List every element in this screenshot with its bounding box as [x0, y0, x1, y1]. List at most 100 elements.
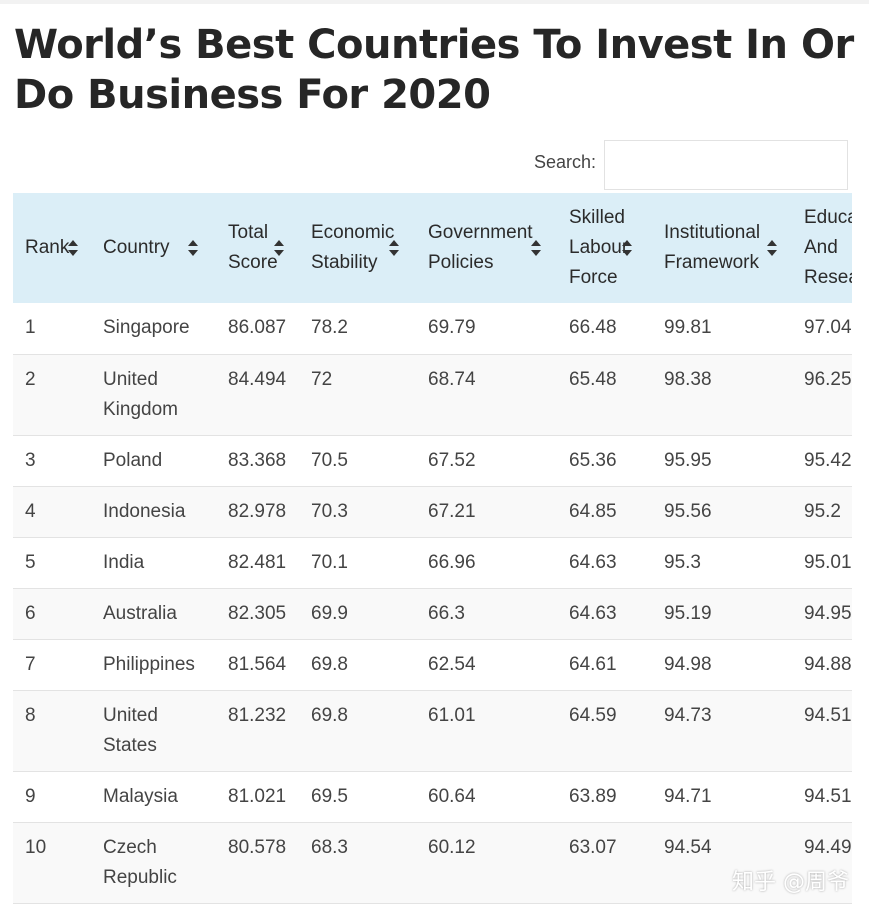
cell-empty	[416, 903, 557, 916]
watermark: 知乎 @周爷	[732, 870, 849, 895]
column-header-label: Institutional Framework	[664, 222, 761, 273]
cell-total-score: 81.021	[216, 771, 299, 823]
cell-institutional-framework: 94.98	[652, 639, 792, 691]
cell-economic-stability: 78.2	[299, 303, 416, 355]
cell-skilled-labour-force: 65.48	[557, 354, 652, 436]
cell-country: Malaysia	[91, 771, 216, 823]
table-scroll-container[interactable]: Rank Country Total Score Economic Stability…	[13, 193, 852, 916]
cell-institutional-framework: 99.81	[652, 303, 792, 355]
cell-rank: 8	[13, 690, 91, 772]
cell-economic-stability: 70.3	[299, 486, 416, 538]
column-header-government-policies[interactable]: Government Policies	[416, 193, 557, 303]
cell-skilled-labour-force: 63.89	[557, 771, 652, 823]
cell-total-score: 80.578	[216, 822, 299, 904]
cell-empty	[91, 903, 216, 916]
cell-education-and-research: 94.95	[792, 588, 852, 640]
cell-skilled-labour-force: 64.59	[557, 690, 652, 772]
cell-empty	[216, 903, 299, 916]
sort-icon[interactable]	[767, 240, 777, 256]
cell-empty	[557, 903, 652, 916]
sort-icon[interactable]	[188, 240, 198, 256]
cell-government-policies: 67.21	[416, 486, 557, 538]
cell-institutional-framework: 95.95	[652, 435, 792, 487]
cell-economic-stability: 69.5	[299, 771, 416, 823]
cell-economic-stability: 69.9	[299, 588, 416, 640]
cell-institutional-framework: 95.3	[652, 537, 792, 589]
column-header-institutional-framework[interactable]: Institutional Framework	[652, 193, 792, 303]
search-label: Search:	[534, 152, 597, 172]
column-header-rank[interactable]: Rank	[13, 193, 91, 303]
cell-country: India	[91, 537, 216, 589]
cell-economic-stability: 69.8	[299, 690, 416, 772]
cell-economic-stability: 70.1	[299, 537, 416, 589]
table-row: 1 Singapore 86.087 78.2 69.79 66.48 99.81 97.04	[13, 303, 852, 355]
cell-country: Philippines	[91, 639, 216, 691]
cell-total-score: 83.368	[216, 435, 299, 487]
column-header-skilled-labour-force[interactable]: Skilled Labour Force	[557, 193, 652, 303]
cell-total-score: 82.481	[216, 537, 299, 589]
search-input[interactable]	[604, 140, 848, 190]
cell-empty	[792, 903, 852, 916]
table-row: 9 Malaysia 81.021 69.5 60.64 63.89 94.71 94.51	[13, 771, 852, 823]
sort-icon[interactable]	[68, 240, 78, 256]
sort-icon[interactable]	[531, 240, 541, 256]
cell-economic-stability: 72	[299, 354, 416, 436]
table-row-partial	[13, 903, 852, 916]
cell-total-score: 82.978	[216, 486, 299, 538]
cell-total-score: 82.305	[216, 588, 299, 640]
table-row: 8 United States 81.232 69.8 61.01 64.59 94.73 9…	[13, 690, 852, 772]
cell-government-policies: 66.96	[416, 537, 557, 589]
cell-rank: 6	[13, 588, 91, 640]
column-header-country[interactable]: Country	[91, 193, 216, 303]
cell-rank: 1	[13, 303, 91, 355]
table-row: 4 Indonesia 82.978 70.3 67.21 64.85 95.56 95.2	[13, 486, 852, 538]
cell-institutional-framework: 94.73	[652, 690, 792, 772]
ranking-table: Rank Country Total Score Economic Stability…	[13, 193, 852, 916]
cell-rank: 7	[13, 639, 91, 691]
cell-total-score: 86.087	[216, 303, 299, 355]
column-header-label: Rank	[25, 237, 70, 258]
cell-country: United Kingdom	[91, 354, 216, 436]
column-header-economic-stability[interactable]: Economic Stability	[299, 193, 416, 303]
cell-government-policies: 66.3	[416, 588, 557, 640]
cell-rank: 9	[13, 771, 91, 823]
cell-institutional-framework: 94.71	[652, 771, 792, 823]
cell-government-policies: 68.74	[416, 354, 557, 436]
cell-skilled-labour-force: 64.85	[557, 486, 652, 538]
cell-skilled-labour-force: 64.63	[557, 588, 652, 640]
column-header-education-and-research[interactable]: Education And Research	[792, 193, 852, 303]
cell-empty	[299, 903, 416, 916]
cell-rank: 2	[13, 354, 91, 436]
sort-icon[interactable]	[274, 240, 284, 256]
cell-skilled-labour-force: 66.48	[557, 303, 652, 355]
cell-empty	[652, 903, 792, 916]
column-header-label: Government Policies	[428, 222, 533, 273]
cell-government-policies: 62.54	[416, 639, 557, 691]
cell-education-and-research: 95.2	[792, 486, 852, 538]
table-body: 1 Singapore 86.087 78.2 69.79 66.48 99.81 97.04…	[13, 303, 852, 916]
cell-education-and-research: 95.42	[792, 435, 852, 487]
cell-education-and-research: 97.04	[792, 303, 852, 355]
sort-icon[interactable]	[389, 240, 399, 256]
cell-empty	[13, 903, 91, 916]
column-header-label: Education And Research	[804, 207, 852, 288]
cell-government-policies: 60.12	[416, 822, 557, 904]
cell-rank: 4	[13, 486, 91, 538]
page-title: World’s Best Countries To Invest In Or D…	[14, 22, 854, 118]
sort-icon[interactable]	[622, 240, 632, 256]
top-border	[0, 0, 869, 4]
cell-skilled-labour-force: 64.63	[557, 537, 652, 589]
cell-economic-stability: 68.3	[299, 822, 416, 904]
cell-economic-stability: 69.8	[299, 639, 416, 691]
cell-education-and-research: 94.51	[792, 771, 852, 823]
cell-country: Indonesia	[91, 486, 216, 538]
table-row: 10 Czech Republic 80.578 68.3 60.12 63.07 94.5…	[13, 822, 852, 904]
column-header-total-score[interactable]: Total Score	[216, 193, 299, 303]
cell-education-and-research: 96.25	[792, 354, 852, 436]
table-header: Rank Country Total Score Economic Stability…	[13, 193, 852, 303]
cell-government-policies: 69.79	[416, 303, 557, 355]
cell-education-and-research: 94.49	[792, 822, 852, 904]
cell-country: Czech Republic	[91, 822, 216, 904]
cell-government-policies: 67.52	[416, 435, 557, 487]
table-row: 2 United Kingdom 84.494 72 68.74 65.48 98.38 96…	[13, 354, 852, 436]
